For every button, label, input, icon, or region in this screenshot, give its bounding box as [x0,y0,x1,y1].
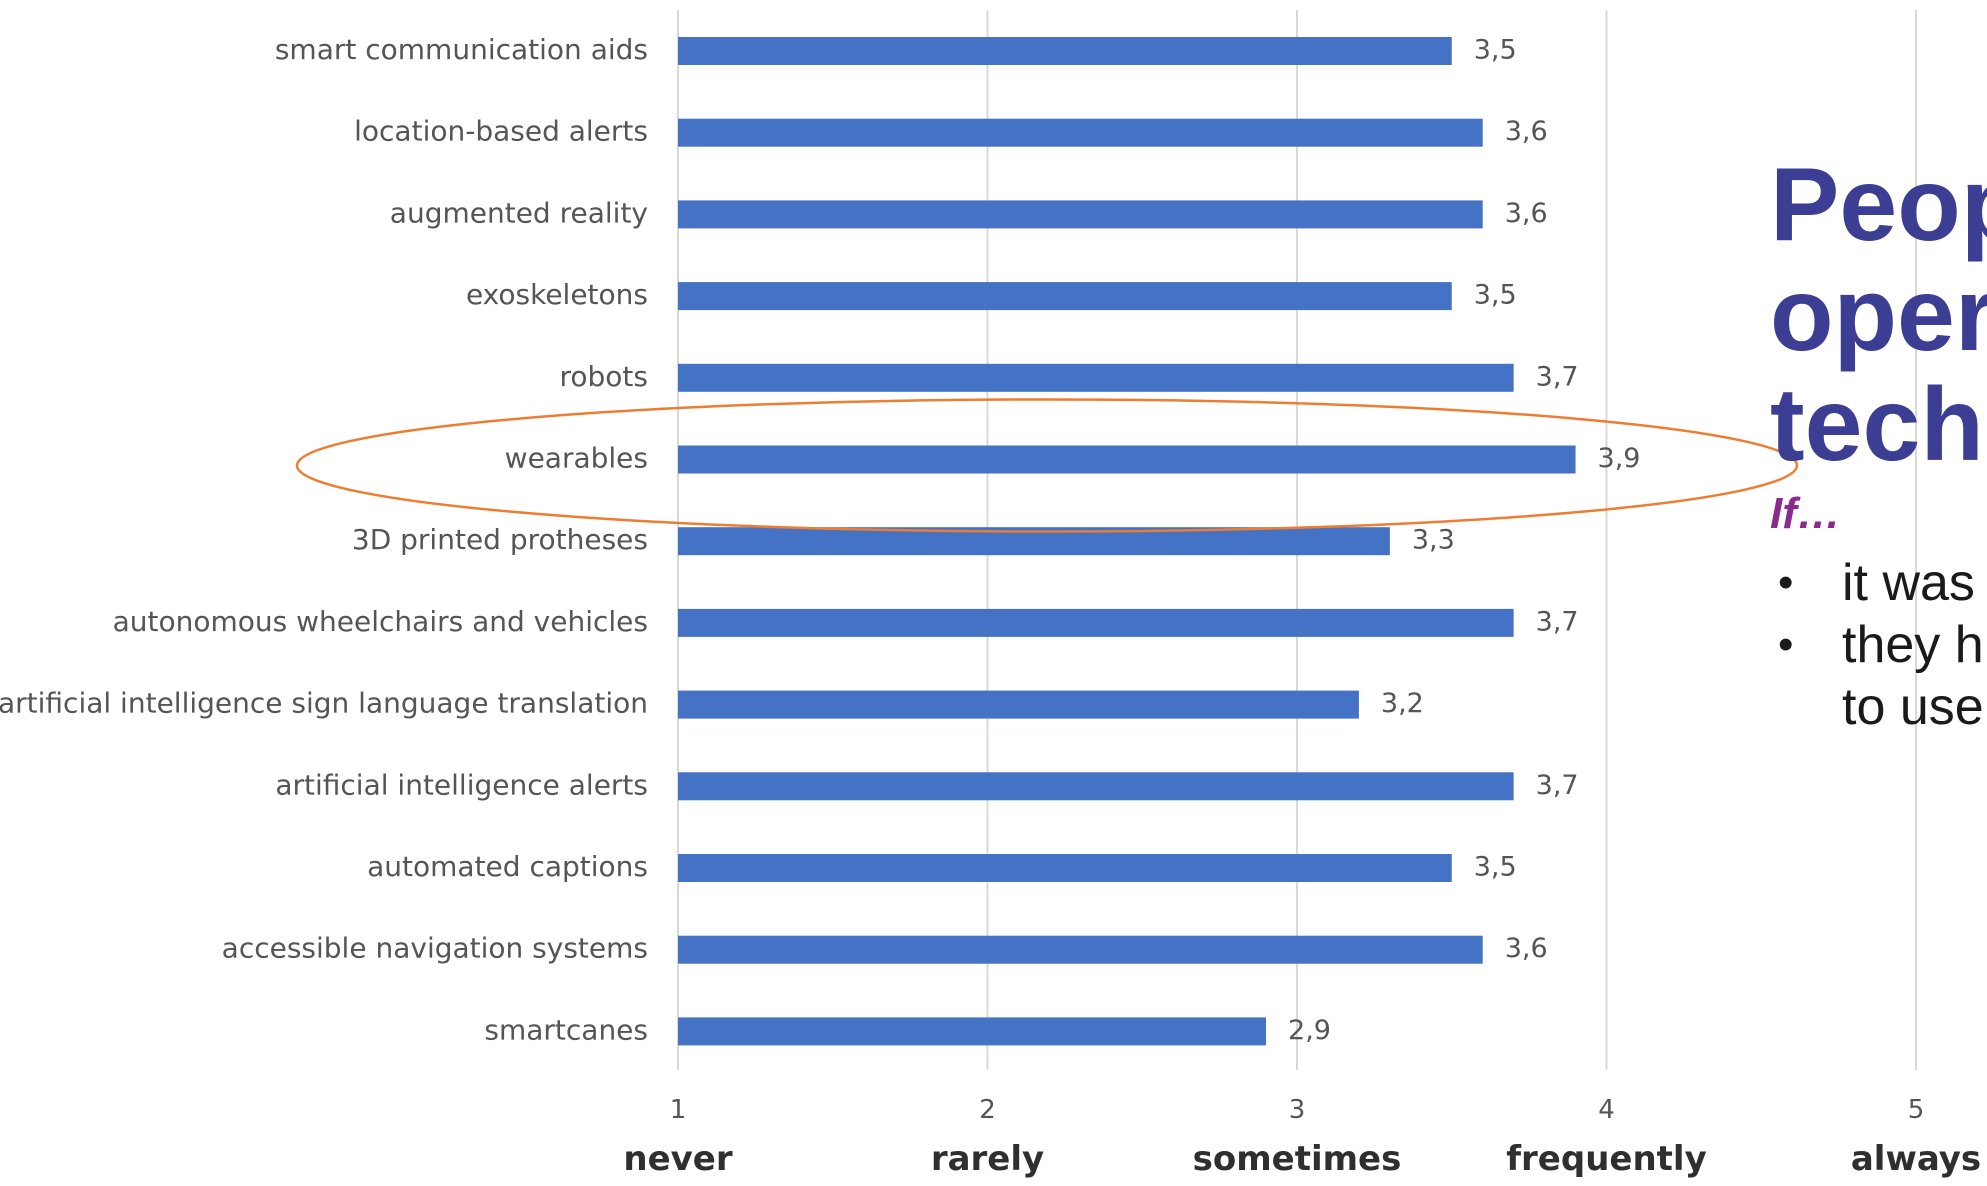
bar-13 [678,1017,1267,1046]
headline: Peop oper tech [1770,150,1987,480]
bullet-line: it was [1842,554,1975,612]
value-label: 2,9 [1288,1015,1331,1046]
tick-word: always [1851,1139,1981,1179]
tick-label: 2 [979,1095,996,1125]
tick-label: 5 [1908,1095,1925,1125]
category-label: 3D printed protheses [352,523,648,556]
bar-4 [678,282,1452,311]
category-label: autonomous wheelchairs and vehicles [113,605,648,638]
bullet-line: they h [1842,616,1984,674]
bar-8 [678,608,1514,637]
category-label: smartcanes [484,1013,648,1046]
category-label: artificial intelligence sign language tr… [0,687,648,720]
axis-ticks: 1 never 2 rarely 3 sometimes 4 frequently 5 alway… [623,1095,1981,1179]
category-label: augmented reality [390,196,648,229]
value-label: 3,5 [1474,852,1517,883]
tick-label: 4 [1598,1095,1615,1125]
value-label: 3,3 [1412,525,1455,556]
tick-word: sometimes [1193,1139,1402,1179]
value-label: 3,6 [1505,933,1548,964]
value-labels: 3,5 3,6 3,6 3,5 3,7 3,9 3,3 3,7 3,2 3,7 3,5 3,6 2,9 [1288,35,1640,1046]
headline-line: Peop [1770,147,1987,263]
value-label: 3,7 [1536,361,1579,392]
bullet-list: it was they h to use [1770,552,1987,738]
highlight-ellipse [295,398,1799,533]
category-label: wearables [505,442,648,475]
value-label: 3,5 [1474,280,1517,311]
category-label: smart communication aids [275,33,648,66]
bullet-item: it was [1770,552,1987,614]
tick-word: rarely [931,1139,1044,1179]
category-label: robots [560,360,649,393]
bar-1 [678,37,1452,65]
bar-5 [678,363,1514,392]
bar-10 [678,772,1514,801]
value-label: 3,7 [1536,606,1579,637]
category-label: exoskeletons [466,278,648,311]
value-label: 3,5 [1474,35,1517,66]
bar-9 [678,690,1359,719]
category-label: location-based alerts [354,115,648,148]
value-label: 3,6 [1505,116,1548,147]
bar-11 [678,854,1452,882]
tick-label: 1 [670,1095,687,1125]
tick-label: 3 [1289,1095,1306,1125]
bullet-line: to use [1842,678,1984,736]
condition-label: If… [1770,489,1841,538]
bars [678,37,1576,1046]
tick-word: frequently [1506,1139,1707,1179]
category-label: accessible navigation systems [222,932,648,965]
bullet-item: they h to use [1770,614,1987,738]
value-label: 3,7 [1536,770,1579,801]
bar-6 [678,445,1576,474]
bar-2 [678,118,1483,147]
category-label: automated captions [367,850,648,883]
value-label: 3,6 [1505,198,1548,229]
bar-3 [678,200,1483,229]
headline-line: oper [1770,257,1987,373]
highlight-group [295,398,1799,533]
value-label: 3,9 [1598,443,1641,474]
category-label: artificial intelligence alerts [275,768,648,801]
side-panel: Peop oper tech If… it was they h to use [1770,150,1987,738]
headline-line: tech [1770,367,1984,483]
bar-12 [678,935,1483,964]
category-labels: smart communication aids location-based a… [0,33,648,1046]
tick-word: never [623,1139,732,1179]
value-label: 3,2 [1381,688,1424,719]
